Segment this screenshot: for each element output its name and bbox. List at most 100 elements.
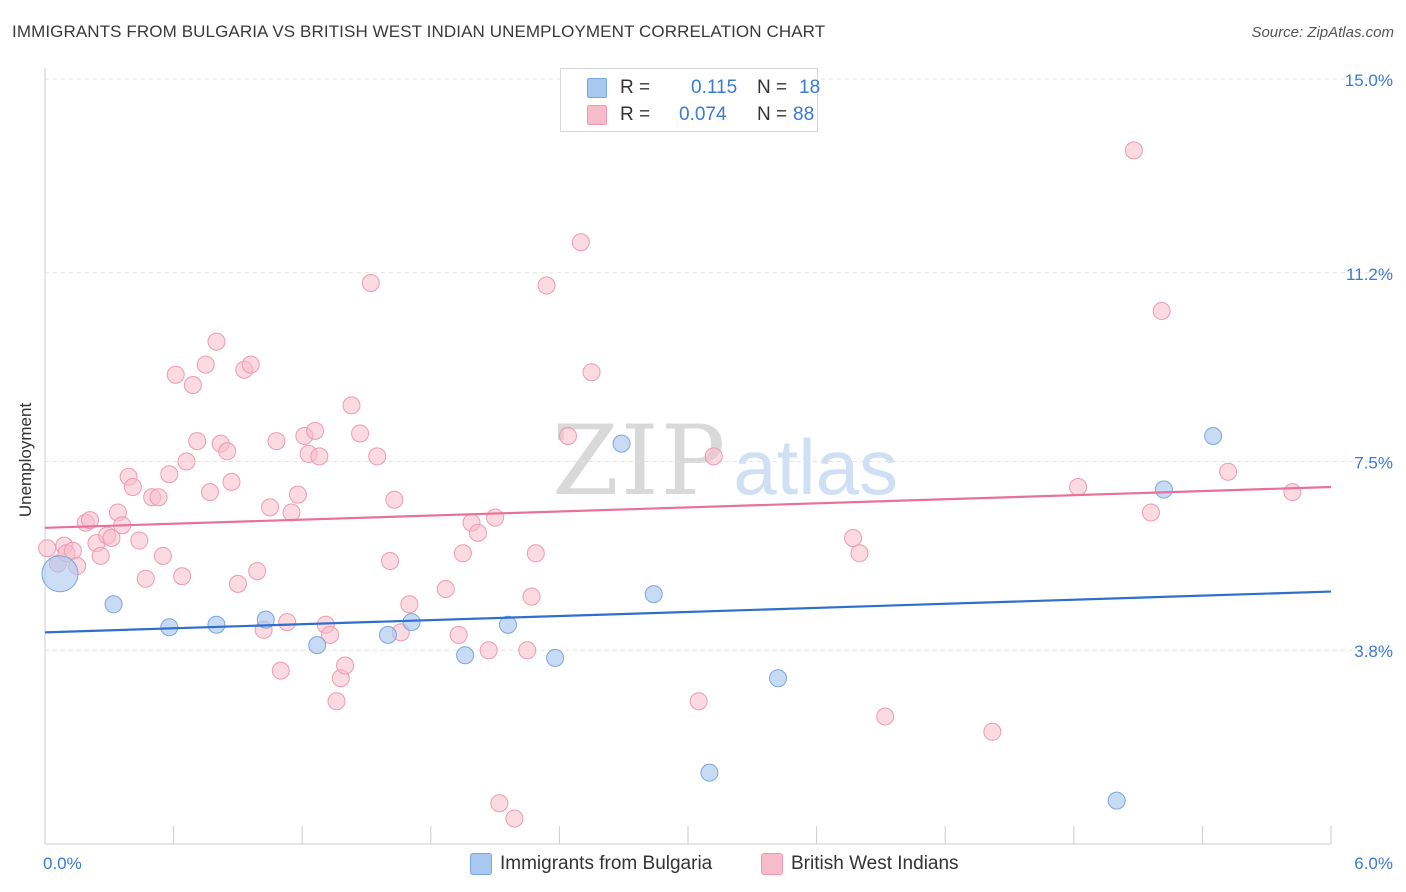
- data-point-bwi: [704, 447, 723, 466]
- data-point-bwi: [1219, 462, 1238, 481]
- data-point-bwi: [248, 562, 267, 581]
- correlation-legend: R = 0.115 N = 18 R = 0.074 N = 88: [560, 68, 821, 132]
- data-point-bwi: [505, 809, 524, 828]
- y-tick-label: 3.8%: [1354, 642, 1393, 661]
- data-point-bwi: [327, 692, 346, 711]
- data-point-bwi: [38, 539, 57, 558]
- data-point-bwi: [1124, 141, 1143, 160]
- data-point-bwi: [173, 567, 192, 586]
- data-point-bwi: [400, 595, 419, 614]
- y-tick-label: 15.0%: [1345, 71, 1393, 90]
- data-point-bwi: [526, 544, 545, 563]
- y-tick-label: 7.5%: [1354, 454, 1393, 473]
- data-point-bwi: [361, 274, 380, 292]
- data-point-bwi: [537, 276, 556, 295]
- legend-r-label: R =: [620, 77, 651, 98]
- data-point-bwi: [582, 363, 601, 382]
- data-point-bulgaria: [1154, 480, 1173, 499]
- data-point-bwi: [983, 722, 1002, 741]
- data-point-bwi: [342, 396, 361, 415]
- data-point-bwi: [321, 625, 340, 644]
- data-point-bulgaria: [207, 615, 226, 634]
- chart-title: IMMIGRANTS FROM BULGARIA VS BRITISH WEST…: [12, 22, 826, 41]
- data-point-bwi: [278, 613, 297, 632]
- data-point-bwi: [571, 233, 590, 252]
- data-point-bwi: [876, 707, 895, 726]
- x-tick-label: 0.0%: [43, 854, 82, 873]
- y-axis-label: Unemployment: [6, 330, 46, 590]
- data-point-bwi: [166, 365, 185, 384]
- data-point-bwi: [123, 478, 142, 496]
- data-point-bwi: [282, 503, 301, 522]
- y-tick-label: 11.2%: [1346, 265, 1393, 284]
- data-point-bwi: [261, 498, 280, 517]
- data-point-bulgaria: [1107, 791, 1126, 810]
- data-point-bwi: [850, 544, 869, 563]
- data-point-bulgaria: [769, 669, 788, 688]
- data-point-bwi: [288, 485, 307, 504]
- data-point-bwi: [336, 656, 355, 675]
- data-point-bulgaria: [41, 555, 79, 593]
- legend-r-value: 0.074: [679, 104, 727, 125]
- legend-n-label: N =: [757, 104, 788, 125]
- data-point-bulgaria: [402, 613, 421, 632]
- data-point-bulgaria: [378, 625, 397, 644]
- data-point-bwi: [468, 523, 487, 542]
- data-point-bwi: [207, 332, 226, 351]
- data-point-bwi: [368, 447, 387, 466]
- data-point-bwi: [479, 641, 498, 660]
- data-point-bulgaria: [612, 434, 631, 453]
- data-point-bwi: [218, 442, 237, 461]
- y-axis-label-text: Unemployment: [16, 402, 35, 518]
- data-point-bwi: [241, 355, 260, 374]
- data-point-bwi: [102, 529, 121, 547]
- data-point-bulgaria: [644, 585, 663, 604]
- legend-n-label: N =: [757, 77, 788, 98]
- data-point-bwi: [436, 580, 455, 598]
- data-point-bulgaria: [498, 615, 517, 634]
- data-point-bwi: [1141, 503, 1160, 522]
- data-point-bwi: [91, 546, 110, 565]
- data-point-bwi: [160, 465, 179, 484]
- data-point-bwi: [490, 794, 509, 813]
- data-point-bwi: [177, 452, 196, 471]
- data-point-bwi: [522, 587, 541, 606]
- data-point-bwi: [310, 447, 329, 466]
- x-tick-label: 6.0%: [1354, 854, 1393, 873]
- data-point-bwi: [453, 544, 472, 563]
- data-point-bwi: [153, 546, 172, 565]
- data-point-bwi: [486, 508, 505, 527]
- trendline-bulgaria: [44, 590, 1332, 634]
- legend-swatch-blue: [470, 853, 492, 875]
- source-credit: Source: ZipAtlas.com: [1251, 24, 1394, 41]
- data-point-bwi: [222, 472, 241, 491]
- data-point-bwi: [228, 574, 247, 593]
- data-point-bwi: [81, 511, 100, 530]
- data-point-bulgaria: [256, 610, 275, 629]
- data-point-bwi: [183, 376, 202, 394]
- data-point-bwi: [518, 641, 537, 660]
- data-point-bwi: [188, 432, 207, 451]
- data-point-bwi: [130, 531, 149, 550]
- data-point-bwi: [267, 432, 286, 451]
- legend-swatch-blue: [587, 78, 607, 98]
- watermark: ZIPatlas: [552, 405, 898, 517]
- data-point-bwi: [136, 569, 155, 588]
- legend-swatch-pink: [587, 105, 607, 125]
- data-point-bwi: [385, 490, 404, 509]
- data-point-bwi: [689, 692, 708, 711]
- legend-label-bulgaria: Immigrants from Bulgaria: [500, 853, 713, 874]
- legend-n-value: 18: [799, 77, 821, 98]
- data-point-bwi: [149, 488, 168, 507]
- data-point-bwi: [844, 529, 863, 547]
- legend-n-value: 88: [793, 104, 815, 125]
- data-point-bwi: [1283, 483, 1302, 502]
- series-legend: Immigrants from Bulgaria British West In…: [0, 852, 1406, 878]
- data-point-bulgaria: [104, 595, 123, 614]
- data-point-bwi: [558, 427, 577, 445]
- data-point-bwi: [196, 355, 215, 374]
- trendline-bwi: [44, 485, 1332, 529]
- data-point-bwi: [271, 661, 290, 680]
- legend-r-value: 0.115: [691, 77, 738, 98]
